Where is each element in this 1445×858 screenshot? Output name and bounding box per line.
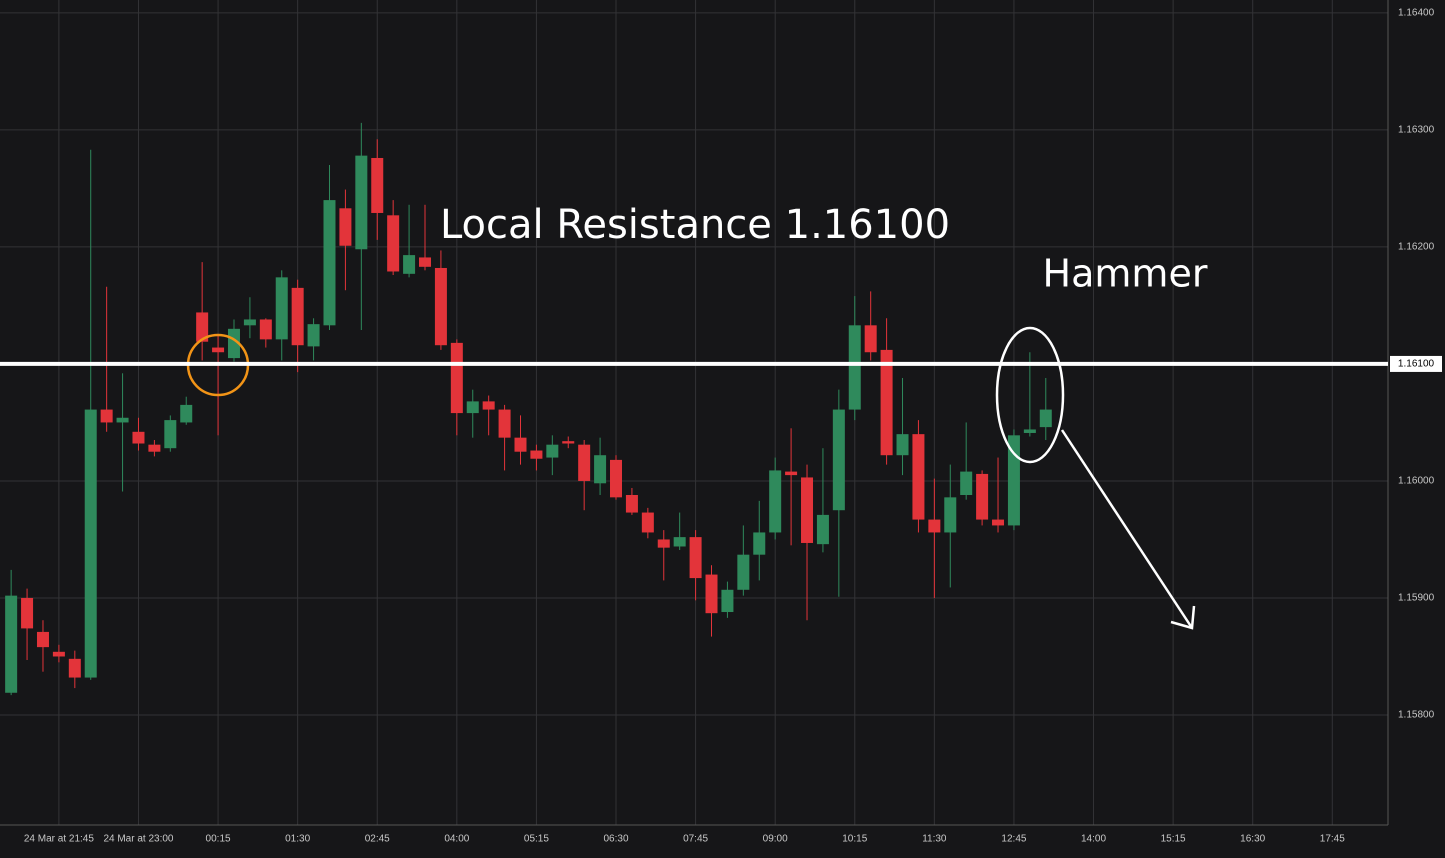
candle-body bbox=[785, 471, 798, 476]
candle-body bbox=[164, 420, 177, 449]
candle-body bbox=[960, 471, 973, 495]
candle-body bbox=[52, 651, 65, 657]
annotation: Hammer bbox=[1043, 252, 1208, 296]
arrow bbox=[1060, 429, 1196, 630]
price-tag-label: 1.16100 bbox=[1398, 359, 1435, 370]
x-tick-label: 11:30 bbox=[922, 834, 947, 845]
candle-body bbox=[944, 497, 957, 533]
candle-body bbox=[816, 514, 829, 545]
price-tag bbox=[1390, 355, 1442, 372]
candle-body bbox=[21, 597, 34, 629]
annotation: Local Resistance 1.16100 bbox=[440, 202, 950, 248]
candle-body bbox=[275, 277, 288, 340]
candle-body bbox=[100, 409, 113, 423]
candle-body bbox=[482, 401, 495, 410]
y-tick-label: 1.16000 bbox=[1398, 476, 1435, 487]
x-tick-label: 24 Mar at 21:45 bbox=[24, 834, 94, 845]
candle-body bbox=[1023, 429, 1036, 433]
candle-body bbox=[689, 537, 702, 579]
x-tick-label: 01:30 bbox=[285, 834, 310, 845]
candle-body bbox=[928, 519, 941, 533]
highlight-ellipse bbox=[995, 326, 1065, 464]
y-tick-label: 1.16400 bbox=[1398, 8, 1435, 19]
candle-body bbox=[801, 477, 814, 543]
candle-body bbox=[832, 409, 845, 511]
candles bbox=[5, 122, 1052, 696]
candle-body bbox=[641, 512, 654, 533]
x-tick-label: 12:45 bbox=[1001, 834, 1026, 845]
candle-body bbox=[212, 347, 225, 353]
candle-body bbox=[896, 434, 909, 456]
candle-body bbox=[546, 444, 559, 458]
x-tick-label: 00:15 bbox=[206, 834, 231, 845]
candle-body bbox=[227, 328, 240, 359]
candle-body bbox=[530, 450, 543, 459]
candle-body bbox=[1039, 409, 1052, 428]
candle-body bbox=[84, 409, 97, 678]
candle-body bbox=[737, 554, 750, 590]
candle-body bbox=[769, 470, 782, 533]
candle-body bbox=[466, 401, 479, 414]
candle-body bbox=[355, 155, 368, 250]
y-tick-label: 1.15800 bbox=[1398, 710, 1435, 721]
candle-body bbox=[450, 342, 463, 414]
candle-body bbox=[625, 495, 638, 513]
candle-body bbox=[657, 539, 670, 548]
candle-body bbox=[323, 200, 336, 326]
x-tick-label: 24 Mar at 23:00 bbox=[103, 834, 173, 845]
candle-body bbox=[387, 215, 400, 272]
candle-body bbox=[912, 434, 925, 520]
x-tick-label: 14:00 bbox=[1081, 834, 1106, 845]
candle-body bbox=[848, 325, 861, 410]
candle-body bbox=[36, 631, 49, 648]
candle-body bbox=[180, 404, 193, 423]
candle-body bbox=[339, 208, 352, 246]
candle-body bbox=[705, 574, 718, 614]
y-tick-label: 1.16300 bbox=[1398, 125, 1435, 136]
x-tick-label: 06:30 bbox=[603, 834, 628, 845]
x-tick-label: 09:00 bbox=[763, 834, 788, 845]
candle-body bbox=[5, 595, 18, 693]
x-tick-label: 17:45 bbox=[1320, 834, 1345, 845]
candle-body bbox=[68, 658, 81, 678]
candle-body bbox=[291, 287, 304, 346]
candle-body bbox=[418, 257, 431, 267]
x-tick-label: 15:15 bbox=[1161, 834, 1186, 845]
candle-body bbox=[132, 431, 145, 444]
candle-body bbox=[434, 267, 447, 346]
candle-body bbox=[403, 255, 416, 274]
candle-body bbox=[976, 473, 989, 520]
x-tick-label: 05:15 bbox=[524, 834, 549, 845]
candle-body bbox=[864, 325, 877, 353]
candle-body bbox=[673, 537, 686, 547]
candle-body bbox=[307, 324, 320, 347]
candle-body bbox=[578, 444, 591, 481]
y-tick-label: 1.16200 bbox=[1398, 242, 1435, 253]
candle-body bbox=[992, 519, 1005, 526]
candle-body bbox=[753, 532, 766, 555]
x-tick-label: 02:45 bbox=[365, 834, 390, 845]
candle-body bbox=[610, 459, 623, 498]
candle-body bbox=[196, 312, 209, 342]
candle-body bbox=[243, 319, 256, 326]
candle-body bbox=[371, 157, 384, 213]
candle-body bbox=[514, 437, 527, 452]
candle-body bbox=[116, 417, 129, 423]
candle-body bbox=[721, 589, 734, 613]
y-tick-label: 1.15900 bbox=[1398, 593, 1435, 604]
x-tick-label: 04:00 bbox=[444, 834, 469, 845]
candle-body bbox=[148, 444, 161, 452]
candle-body bbox=[562, 441, 575, 444]
x-tick-label: 07:45 bbox=[683, 834, 708, 845]
candle-body bbox=[498, 409, 511, 438]
candle-body bbox=[259, 319, 272, 340]
x-tick-label: 16:30 bbox=[1240, 834, 1265, 845]
x-tick-label: 10:15 bbox=[842, 834, 867, 845]
candle-body bbox=[880, 349, 893, 456]
candle-body bbox=[594, 455, 607, 484]
